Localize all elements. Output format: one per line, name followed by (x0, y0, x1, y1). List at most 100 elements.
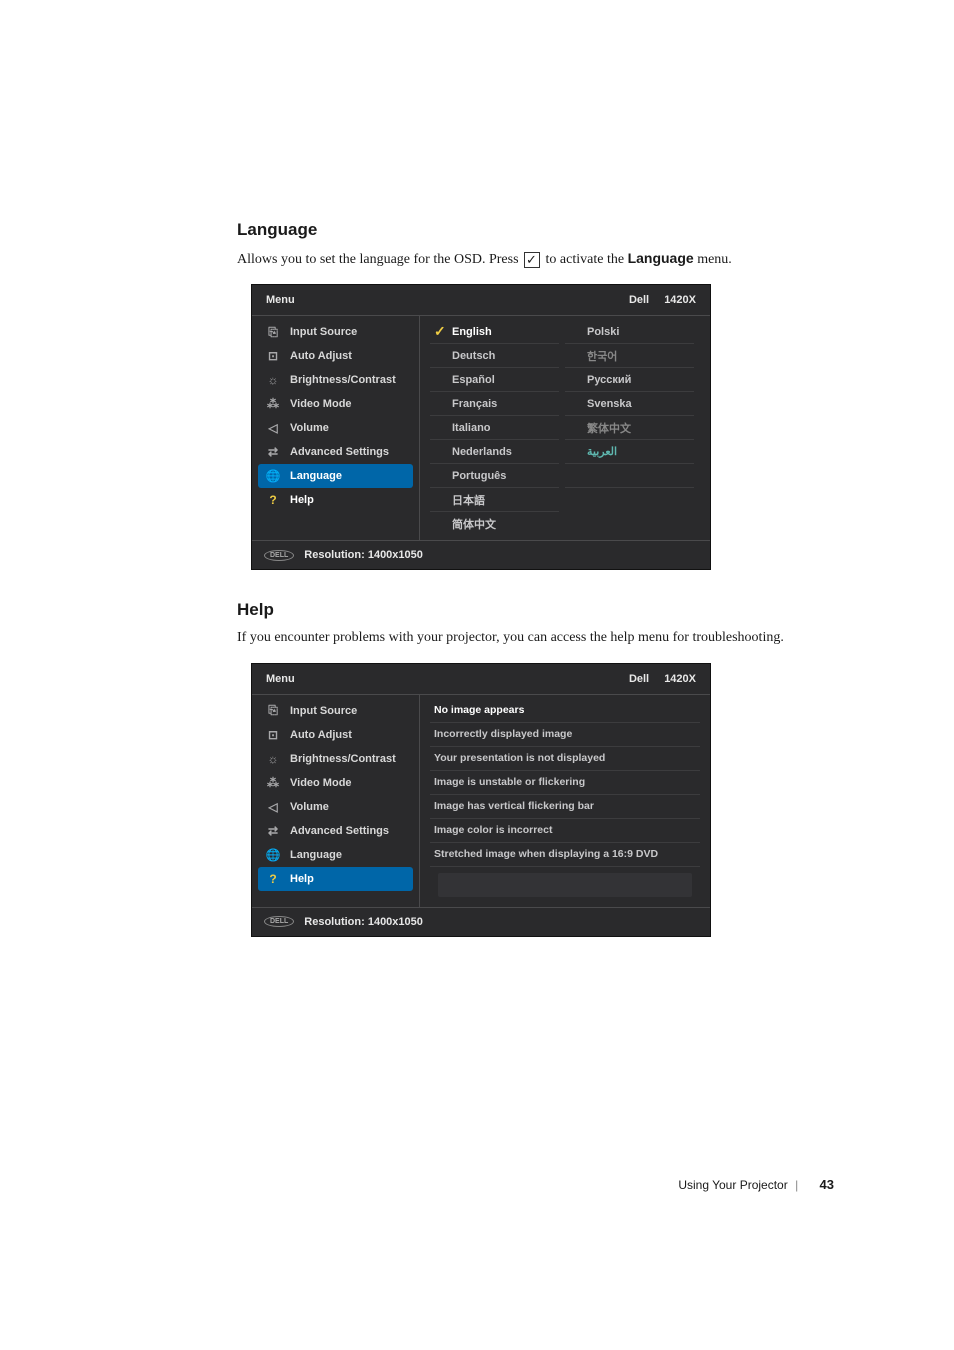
menu-label: Auto Adjust (290, 729, 352, 741)
menu-label: Volume (290, 801, 329, 813)
osd-sidebar: ⎘ Input Source ⊡ Auto Adjust ☼ Brightness/C… (252, 316, 420, 540)
menu-label: Advanced Settings (290, 825, 389, 837)
menu-item-input-source[interactable]: ⎘ Input Source (252, 699, 419, 723)
footer-text: Using Your Projector (678, 1178, 787, 1192)
osd-header: Menu Dell 1420X (252, 664, 710, 695)
osd-footer: DELL Resolution: 1400x1050 (252, 540, 710, 569)
language-option[interactable]: Español (430, 368, 559, 392)
language-option[interactable]: Nederlands (430, 440, 559, 464)
language-option[interactable]: Italiano (430, 416, 559, 440)
text-fragment: to activate the (542, 252, 628, 267)
help-description: If you encounter problems with your proj… (237, 628, 834, 648)
osd-language-panel: Menu Dell 1420X ⎘ Input Source ⊡ Auto Adju… (251, 284, 711, 570)
section-heading-help: Help (237, 600, 834, 620)
language-option[interactable]: العربية (565, 440, 694, 464)
menu-item-input-source[interactable]: ⎘ Input Source (252, 320, 419, 344)
video-mode-icon: ⁂ (264, 776, 282, 790)
osd-header-brand: Dell (629, 294, 649, 306)
menu-label: Input Source (290, 326, 357, 338)
osd-header: Menu Dell 1420X (252, 285, 710, 316)
language-option[interactable]: 繁体中文 (565, 416, 694, 440)
language-option[interactable]: Deutsch (430, 344, 559, 368)
language-option[interactable]: Polski (565, 320, 694, 344)
menu-label: Input Source (290, 705, 357, 717)
menu-item-brightness[interactable]: ☼ Brightness/Contrast (252, 368, 419, 392)
input-source-icon: ⎘ (264, 325, 282, 340)
video-mode-icon: ⁂ (264, 397, 282, 411)
menu-item-brightness[interactable]: ☼ Brightness/Contrast (252, 747, 419, 771)
language-col-1: EnglishDeutschEspañolFrançaisItalianoNed… (430, 320, 565, 536)
help-empty-bar (438, 873, 692, 897)
advanced-icon: ⇄ (264, 824, 282, 838)
menu-item-language[interactable]: 🌐 Language (252, 843, 419, 867)
language-description: Allows you to set the language for the O… (237, 248, 834, 270)
language-columns: EnglishDeutschEspañolFrançaisItalianoNed… (420, 320, 710, 536)
text-fragment: Allows you to set the language for the O… (237, 252, 522, 267)
language-option[interactable]: 한국어 (565, 344, 694, 368)
help-topic[interactable]: Image color is incorrect (430, 819, 700, 843)
language-icon: 🌐 (264, 469, 282, 483)
menu-item-help[interactable]: ?Help (252, 488, 419, 512)
help-topic[interactable]: Stretched image when displaying a 16:9 D… (430, 843, 700, 867)
advanced-icon: ⇄ (264, 445, 282, 459)
language-icon: 🌐 (264, 848, 282, 862)
dell-logo-icon: DELL (264, 916, 294, 927)
language-option[interactable]: Português (430, 464, 559, 488)
menu-label: Language (290, 849, 342, 861)
menu-item-advanced[interactable]: ⇄ Advanced Settings (252, 819, 419, 843)
language-option[interactable]: Français (430, 392, 559, 416)
menu-label: Advanced Settings (290, 446, 389, 458)
osd-sidebar: ⎘ Input Source ⊡ Auto Adjust ☼ Brightness/C… (252, 695, 420, 907)
menu-label: Help (290, 873, 314, 885)
menu-item-volume[interactable]: ◁ Volume (252, 795, 419, 819)
menu-label: Brightness/Contrast (290, 374, 396, 386)
menu-item-auto-adjust[interactable]: ⊡ Auto Adjust (252, 344, 419, 368)
menu-item-volume[interactable]: ◁ Volume (252, 416, 419, 440)
menu-item-language[interactable]: 🌐Language (258, 464, 413, 488)
menu-item-video-mode[interactable]: ⁂Video Mode (252, 392, 419, 416)
menu-label: Auto Adjust (290, 350, 352, 362)
page-footer: Using Your Projector | 43 (678, 1177, 834, 1192)
language-col-2: Polski한국어РусскийSvenska繁体中文العربية (565, 320, 700, 536)
language-option[interactable]: 简体中文 (430, 512, 559, 536)
volume-icon: ◁ (264, 800, 282, 814)
menu-label: Brightness/Contrast (290, 753, 396, 765)
menu-item-video-mode[interactable]: ⁂ Video Mode (252, 771, 419, 795)
osd-header-menu-label: Menu (266, 294, 295, 306)
osd-header-menu-label: Menu (266, 673, 295, 685)
osd-header-brand: Dell (629, 673, 649, 685)
menu-label: Help (290, 494, 314, 506)
osd-footer: DELL Resolution: 1400x1050 (252, 907, 710, 936)
help-topic[interactable]: Image is unstable or flickering (430, 771, 700, 795)
menu-item-advanced[interactable]: ⇄ Advanced Settings (252, 440, 419, 464)
osd-header-model: 1420X (664, 673, 696, 685)
brightness-icon: ☼ (264, 752, 282, 766)
section-heading-language: Language (237, 220, 834, 240)
help-topic[interactable]: No image appears (430, 699, 700, 723)
brightness-icon: ☼ (264, 373, 282, 387)
language-option[interactable]: 日本語 (430, 488, 559, 512)
language-option[interactable]: Русский (565, 368, 694, 392)
language-option[interactable]: Svenska (565, 392, 694, 416)
menu-label: Volume (290, 422, 329, 434)
language-option-empty (565, 488, 694, 512)
language-option-empty (565, 464, 694, 488)
text-fragment: menu. (694, 252, 732, 267)
menu-label: Video Mode (290, 777, 352, 789)
resolution-label: Resolution: 1400x1050 (304, 916, 423, 928)
input-source-icon: ⎘ (264, 703, 282, 718)
volume-icon: ◁ (264, 421, 282, 435)
help-topic[interactable]: Your presentation is not displayed (430, 747, 700, 771)
footer-separator: | (795, 1178, 798, 1192)
footer-page-number: 43 (820, 1177, 834, 1192)
help-icon: ? (264, 872, 282, 886)
dell-logo-icon: DELL (264, 550, 294, 561)
auto-adjust-icon: ⊡ (264, 349, 282, 363)
language-option-empty (565, 512, 694, 536)
help-topic[interactable]: Incorrectly displayed image (430, 723, 700, 747)
help-topic[interactable]: Image has vertical flickering bar (430, 795, 700, 819)
language-option[interactable]: English (430, 320, 559, 344)
auto-adjust-icon: ⊡ (264, 728, 282, 742)
menu-item-help[interactable]: ? Help (258, 867, 413, 891)
menu-item-auto-adjust[interactable]: ⊡ Auto Adjust (252, 723, 419, 747)
